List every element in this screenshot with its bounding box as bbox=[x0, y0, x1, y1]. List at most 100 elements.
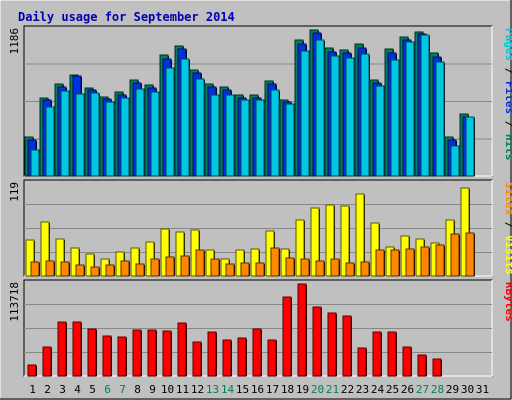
bar-kbytes-day-5 bbox=[87, 328, 97, 377]
bar-kbytes-day-24 bbox=[372, 331, 382, 377]
panel-visits-sites: 119 Sites / Visits bbox=[8, 179, 512, 277]
x-label-day-30: 30 bbox=[461, 383, 474, 396]
bar-kbytes-day-2 bbox=[42, 346, 52, 377]
bar-sites-day-6 bbox=[105, 264, 115, 277]
panels-group: 1186 Pages / Files / Hits 119 Sites / Visit… bbox=[8, 25, 512, 377]
bar-kbytes-day-14 bbox=[222, 339, 232, 377]
bar-pages-day-4 bbox=[75, 93, 85, 177]
bar-kbytes-day-1 bbox=[27, 364, 37, 377]
bar-kbytes-day-18 bbox=[282, 296, 292, 377]
bar-visits-day-20 bbox=[310, 207, 320, 277]
x-label-day-6: 6 bbox=[104, 383, 111, 396]
bar-pages-day-27 bbox=[420, 34, 430, 177]
bar-pages-day-29 bbox=[450, 145, 460, 177]
bar-pages-day-1 bbox=[30, 149, 40, 177]
legend-item: / bbox=[503, 215, 512, 235]
bar-pages-day-13 bbox=[210, 94, 220, 177]
bar-sites-day-28 bbox=[435, 244, 445, 277]
bar-pages-day-9 bbox=[150, 91, 160, 177]
bar-kbytes-day-9 bbox=[147, 329, 157, 377]
bar-visits-day-19 bbox=[295, 219, 305, 277]
bar-sites-day-16 bbox=[255, 262, 265, 277]
x-label-day-16: 16 bbox=[251, 383, 264, 396]
bar-pages-day-20 bbox=[315, 39, 325, 177]
bar-pages-day-24 bbox=[375, 85, 385, 177]
x-label-day-19: 19 bbox=[296, 383, 309, 396]
chart-title: Daily usage for September 2014 bbox=[18, 10, 235, 24]
bar-sites-day-15 bbox=[240, 262, 250, 277]
bar-kbytes-day-16 bbox=[252, 328, 262, 377]
x-label-day-1: 1 bbox=[29, 383, 36, 396]
bar-pages-day-21 bbox=[330, 55, 340, 177]
x-label-day-29: 29 bbox=[446, 383, 459, 396]
bar-sites-day-17 bbox=[270, 247, 280, 277]
bar-kbytes-day-28 bbox=[432, 358, 442, 377]
x-label-day-7: 7 bbox=[119, 383, 126, 396]
x-label-day-28: 28 bbox=[431, 383, 444, 396]
bar-sites-day-19 bbox=[300, 258, 310, 277]
x-axis-labels: 1 2 3 4 5 6 7 8 9 10 11 12 13 14 15 16 17 18 19 20 21 22 23 24 2… bbox=[29, 383, 489, 396]
x-label-day-22: 22 bbox=[341, 383, 354, 396]
panel-hits-files-pages: 1186 Pages / Files / Hits bbox=[8, 25, 512, 177]
x-label-day-20: 20 bbox=[311, 383, 324, 396]
bar-pages-day-14 bbox=[225, 94, 235, 177]
bar-sites-day-1 bbox=[30, 261, 40, 277]
bar-pages-day-17 bbox=[270, 89, 280, 177]
x-label-day-21: 21 bbox=[326, 383, 339, 396]
x-label-day-23: 23 bbox=[356, 383, 369, 396]
bar-sites-day-13 bbox=[210, 258, 220, 277]
bar-kbytes-day-20 bbox=[312, 306, 322, 377]
bar-kbytes-day-8 bbox=[132, 329, 142, 377]
x-label-day-24: 24 bbox=[371, 383, 385, 396]
bar-pages-day-16 bbox=[255, 99, 265, 177]
legend-item: / bbox=[503, 114, 512, 134]
x-label-day-8: 8 bbox=[134, 383, 141, 396]
bar-pages-day-12 bbox=[195, 78, 205, 177]
x-label-day-3: 3 bbox=[59, 383, 66, 396]
bar-pages-day-10 bbox=[165, 67, 175, 177]
bar-pages-day-22 bbox=[345, 57, 355, 177]
legend-item: / bbox=[503, 61, 512, 81]
bar-sites-day-8 bbox=[135, 263, 145, 277]
x-label-day-15: 15 bbox=[236, 383, 249, 396]
bar-pages-day-28 bbox=[435, 61, 445, 177]
legend-item: Pages bbox=[503, 28, 512, 61]
bar-visits-day-8 bbox=[130, 247, 140, 277]
bar-pages-day-5 bbox=[90, 92, 100, 177]
bar-sites-day-30 bbox=[465, 232, 475, 277]
bar-pages-day-6 bbox=[105, 101, 115, 177]
bar-sites-day-24 bbox=[375, 249, 385, 277]
x-label-day-27: 27 bbox=[416, 383, 429, 396]
bar-visits-day-21 bbox=[325, 204, 335, 277]
legend-item: KBytes bbox=[503, 282, 512, 322]
legend-item: Hits bbox=[503, 134, 512, 161]
bar-sites-day-20 bbox=[315, 260, 325, 277]
bar-pages-day-19 bbox=[300, 50, 310, 177]
bar-visits-day-1 bbox=[25, 239, 35, 277]
bar-sites-day-21 bbox=[330, 258, 340, 277]
bar-sites-day-4 bbox=[75, 264, 85, 277]
bar-visits-day-22 bbox=[340, 205, 350, 277]
panel-kbytes: 113718 KBytes bbox=[8, 279, 512, 377]
bar-kbytes-day-13 bbox=[207, 331, 217, 377]
x-label-day-10: 10 bbox=[161, 383, 174, 396]
bar-visits-day-5 bbox=[85, 253, 95, 277]
bar-pages-day-11 bbox=[180, 58, 190, 177]
bar-sites-day-18 bbox=[285, 257, 295, 277]
bar-visits-day-3 bbox=[55, 238, 65, 277]
bar-sites-day-22 bbox=[345, 262, 355, 277]
bar-kbytes-day-10 bbox=[162, 330, 172, 377]
bar-sites-day-3 bbox=[60, 261, 70, 277]
bar-sites-day-26 bbox=[405, 248, 415, 277]
bar-kbytes-day-4 bbox=[72, 321, 82, 377]
bar-kbytes-day-23 bbox=[357, 347, 367, 377]
bar-visits-day-23 bbox=[355, 193, 365, 277]
bar-sites-day-7 bbox=[120, 260, 130, 277]
y-max-label: 1186 bbox=[8, 28, 21, 55]
x-label-day-11: 11 bbox=[176, 383, 189, 396]
bar-pages-day-30 bbox=[465, 116, 475, 177]
x-label-day-2: 2 bbox=[44, 383, 51, 396]
bar-sites-day-2 bbox=[45, 260, 55, 277]
bar-kbytes-day-26 bbox=[402, 346, 412, 377]
bar-kbytes-day-7 bbox=[117, 336, 127, 377]
